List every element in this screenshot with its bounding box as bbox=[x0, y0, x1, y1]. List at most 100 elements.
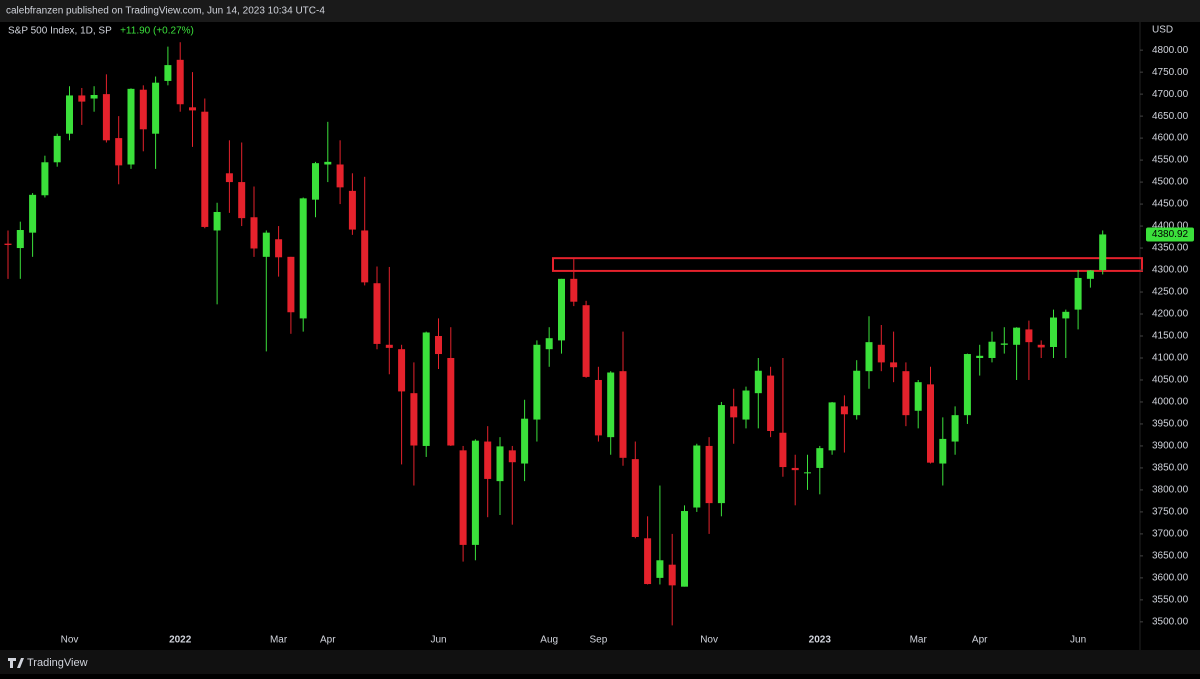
candle-body bbox=[4, 243, 12, 245]
candle-body bbox=[877, 344, 885, 363]
y-tick-label: 4050.00 bbox=[1152, 375, 1189, 386]
candle-body bbox=[385, 344, 393, 348]
candle-body bbox=[840, 406, 848, 415]
y-tick-label: 4450.00 bbox=[1152, 199, 1189, 210]
last-price-label: 4380.92 bbox=[1152, 229, 1189, 240]
candle-body bbox=[1013, 327, 1021, 345]
y-tick-label: 4800.00 bbox=[1152, 45, 1189, 56]
candle-body bbox=[558, 278, 565, 341]
candle-body bbox=[16, 230, 24, 249]
candle-body bbox=[644, 538, 652, 585]
candle-body bbox=[1025, 329, 1033, 343]
candle-body bbox=[767, 375, 775, 431]
candle-body bbox=[951, 415, 959, 442]
candle-body bbox=[152, 82, 160, 134]
candle-body bbox=[656, 560, 664, 578]
candle-body bbox=[361, 230, 369, 283]
candle-body bbox=[435, 336, 442, 355]
candle-body bbox=[1050, 317, 1057, 347]
candle-body bbox=[570, 278, 578, 302]
published-note: calebfranzen published on TradingView.co… bbox=[6, 6, 325, 17]
candle-body bbox=[299, 198, 307, 319]
candle-body bbox=[348, 190, 356, 230]
candle-body bbox=[373, 283, 381, 344]
candle-body bbox=[422, 332, 430, 446]
candle-body bbox=[939, 438, 947, 464]
y-tick-label: 4550.00 bbox=[1152, 155, 1189, 166]
y-tick-label: 4250.00 bbox=[1152, 287, 1189, 298]
y-tick-label: 3850.00 bbox=[1152, 463, 1189, 474]
candle-body bbox=[754, 370, 762, 394]
y-tick-label: 4150.00 bbox=[1152, 331, 1189, 342]
candle-body bbox=[225, 173, 233, 183]
candle-body bbox=[262, 232, 270, 257]
candle-body bbox=[213, 211, 221, 231]
y-tick-label: 3650.00 bbox=[1152, 551, 1189, 562]
candle-body bbox=[139, 89, 147, 130]
candle-body bbox=[324, 161, 332, 165]
candle-body bbox=[90, 95, 98, 99]
candle-body bbox=[681, 511, 688, 587]
candle-body bbox=[890, 362, 898, 368]
candle-body bbox=[927, 384, 934, 463]
candle-body bbox=[607, 372, 615, 438]
brand[interactable]: TradingView bbox=[27, 657, 88, 669]
y-tick-label: 3550.00 bbox=[1152, 595, 1189, 606]
x-tick-label: Apr bbox=[972, 635, 988, 646]
candle-body bbox=[1037, 344, 1045, 348]
chart-title: S&P 500 Index, 1D, SP bbox=[8, 26, 112, 37]
candle-body bbox=[631, 459, 639, 537]
candle-body bbox=[816, 448, 824, 468]
bottom-bar bbox=[0, 650, 1200, 674]
top-bar bbox=[0, 0, 1200, 22]
y-tick-label: 4750.00 bbox=[1152, 67, 1189, 78]
candle-body bbox=[914, 382, 922, 411]
candle-body bbox=[398, 349, 406, 392]
candle-body bbox=[902, 371, 910, 416]
candle-body bbox=[594, 379, 602, 436]
candle-body bbox=[1099, 234, 1107, 271]
candle-body bbox=[791, 467, 799, 471]
candle-body bbox=[496, 446, 504, 482]
candle-body bbox=[779, 432, 787, 468]
candle-body bbox=[693, 445, 701, 508]
candle-body bbox=[201, 111, 209, 227]
candle-body bbox=[102, 94, 110, 141]
candle-body bbox=[53, 135, 61, 163]
currency: USD bbox=[1152, 25, 1173, 36]
candle-body bbox=[976, 355, 984, 358]
candle-body bbox=[1074, 277, 1082, 310]
x-tick-label: Jun bbox=[430, 635, 446, 646]
y-tick-label: 4200.00 bbox=[1152, 309, 1189, 320]
candle-body bbox=[29, 194, 37, 233]
candle-body bbox=[447, 357, 455, 446]
x-tick-label: Mar bbox=[910, 635, 928, 646]
candle-body bbox=[988, 341, 996, 358]
x-tick-label: Jun bbox=[1070, 635, 1086, 646]
candle-body bbox=[78, 95, 86, 102]
candle-body bbox=[164, 65, 172, 81]
candle-body bbox=[189, 107, 196, 111]
candle-body bbox=[545, 338, 553, 350]
last-price-tag bbox=[1146, 227, 1194, 242]
candle-body bbox=[1000, 343, 1008, 345]
candle-body bbox=[41, 162, 49, 196]
candle-body bbox=[484, 441, 492, 479]
candle-body bbox=[336, 164, 344, 188]
candle-body bbox=[668, 564, 676, 586]
candle-body bbox=[619, 371, 627, 458]
x-tick-label: Apr bbox=[320, 635, 336, 646]
candle-body bbox=[865, 342, 873, 372]
x-tick-label: Nov bbox=[700, 635, 718, 646]
y-tick-label: 4600.00 bbox=[1152, 133, 1189, 144]
candle-body bbox=[410, 393, 418, 446]
candle-body bbox=[533, 344, 541, 420]
candle-body bbox=[742, 390, 750, 420]
candle-body bbox=[127, 88, 135, 165]
y-tick-label: 3600.00 bbox=[1152, 573, 1189, 584]
y-tick-label: 4400.00 bbox=[1152, 221, 1189, 232]
candle-body bbox=[66, 95, 73, 134]
